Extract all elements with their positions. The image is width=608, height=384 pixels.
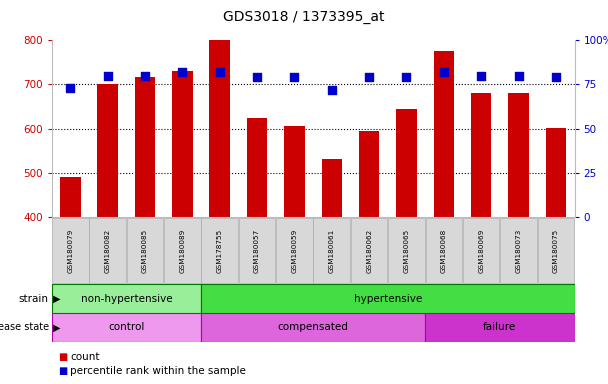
Text: ▶: ▶ bbox=[53, 322, 60, 333]
Text: GSM180075: GSM180075 bbox=[553, 228, 559, 273]
Text: GSM180085: GSM180085 bbox=[142, 228, 148, 273]
Bar bbox=[508, 93, 529, 217]
Text: ■: ■ bbox=[58, 366, 67, 376]
Point bbox=[178, 69, 187, 75]
FancyBboxPatch shape bbox=[52, 284, 201, 313]
Point bbox=[402, 74, 412, 81]
Bar bbox=[172, 71, 193, 217]
Text: GSM180057: GSM180057 bbox=[254, 228, 260, 273]
FancyBboxPatch shape bbox=[201, 284, 575, 313]
Text: GSM180089: GSM180089 bbox=[179, 228, 185, 273]
FancyBboxPatch shape bbox=[388, 218, 425, 283]
Text: GSM180073: GSM180073 bbox=[516, 228, 522, 273]
Point bbox=[327, 87, 337, 93]
Text: ■: ■ bbox=[58, 352, 67, 362]
FancyBboxPatch shape bbox=[201, 313, 425, 342]
Text: ▶: ▶ bbox=[53, 293, 60, 304]
Point bbox=[439, 69, 449, 75]
Point bbox=[551, 74, 561, 81]
Bar bbox=[210, 40, 230, 217]
Text: GSM180079: GSM180079 bbox=[67, 228, 74, 273]
Text: non-hypertensive: non-hypertensive bbox=[81, 293, 172, 304]
Point bbox=[364, 74, 374, 81]
Point bbox=[476, 73, 486, 79]
Point bbox=[252, 74, 262, 81]
FancyBboxPatch shape bbox=[52, 218, 89, 283]
FancyBboxPatch shape bbox=[201, 218, 238, 283]
FancyBboxPatch shape bbox=[314, 218, 350, 283]
Point bbox=[140, 73, 150, 79]
Bar bbox=[396, 109, 416, 217]
Text: failure: failure bbox=[483, 322, 516, 333]
Text: GSM180059: GSM180059 bbox=[291, 228, 297, 273]
Text: count: count bbox=[70, 352, 100, 362]
Bar bbox=[471, 93, 491, 217]
Text: percentile rank within the sample: percentile rank within the sample bbox=[70, 366, 246, 376]
FancyBboxPatch shape bbox=[126, 218, 164, 283]
Bar bbox=[284, 126, 305, 217]
Bar bbox=[247, 118, 268, 217]
Point bbox=[289, 74, 299, 81]
Text: GSM180082: GSM180082 bbox=[105, 228, 111, 273]
Point bbox=[215, 69, 224, 75]
FancyBboxPatch shape bbox=[537, 218, 574, 283]
Text: GSM180068: GSM180068 bbox=[441, 228, 447, 273]
FancyBboxPatch shape bbox=[425, 313, 575, 342]
Text: disease state: disease state bbox=[0, 322, 49, 333]
Point bbox=[103, 73, 112, 79]
Bar bbox=[545, 128, 566, 217]
Bar bbox=[322, 159, 342, 217]
Text: GSM180069: GSM180069 bbox=[478, 228, 484, 273]
Text: compensated: compensated bbox=[278, 322, 348, 333]
FancyBboxPatch shape bbox=[426, 218, 462, 283]
Text: strain: strain bbox=[19, 293, 49, 304]
Text: hypertensive: hypertensive bbox=[354, 293, 422, 304]
FancyBboxPatch shape bbox=[52, 313, 201, 342]
Text: GSM180061: GSM180061 bbox=[329, 228, 335, 273]
FancyBboxPatch shape bbox=[89, 218, 126, 283]
FancyBboxPatch shape bbox=[164, 218, 201, 283]
Point bbox=[514, 73, 523, 79]
Bar bbox=[434, 51, 454, 217]
FancyBboxPatch shape bbox=[276, 218, 313, 283]
FancyBboxPatch shape bbox=[351, 218, 387, 283]
Text: GSM180062: GSM180062 bbox=[366, 228, 372, 273]
FancyBboxPatch shape bbox=[463, 218, 500, 283]
Text: GSM178755: GSM178755 bbox=[216, 228, 223, 273]
Bar bbox=[135, 76, 155, 217]
Text: GDS3018 / 1373395_at: GDS3018 / 1373395_at bbox=[223, 10, 385, 23]
FancyBboxPatch shape bbox=[239, 218, 275, 283]
Bar bbox=[359, 131, 379, 217]
Bar bbox=[60, 177, 81, 217]
FancyBboxPatch shape bbox=[500, 218, 537, 283]
Text: GSM180065: GSM180065 bbox=[404, 228, 410, 273]
Bar bbox=[97, 84, 118, 217]
Point bbox=[66, 85, 75, 91]
Text: control: control bbox=[108, 322, 145, 333]
